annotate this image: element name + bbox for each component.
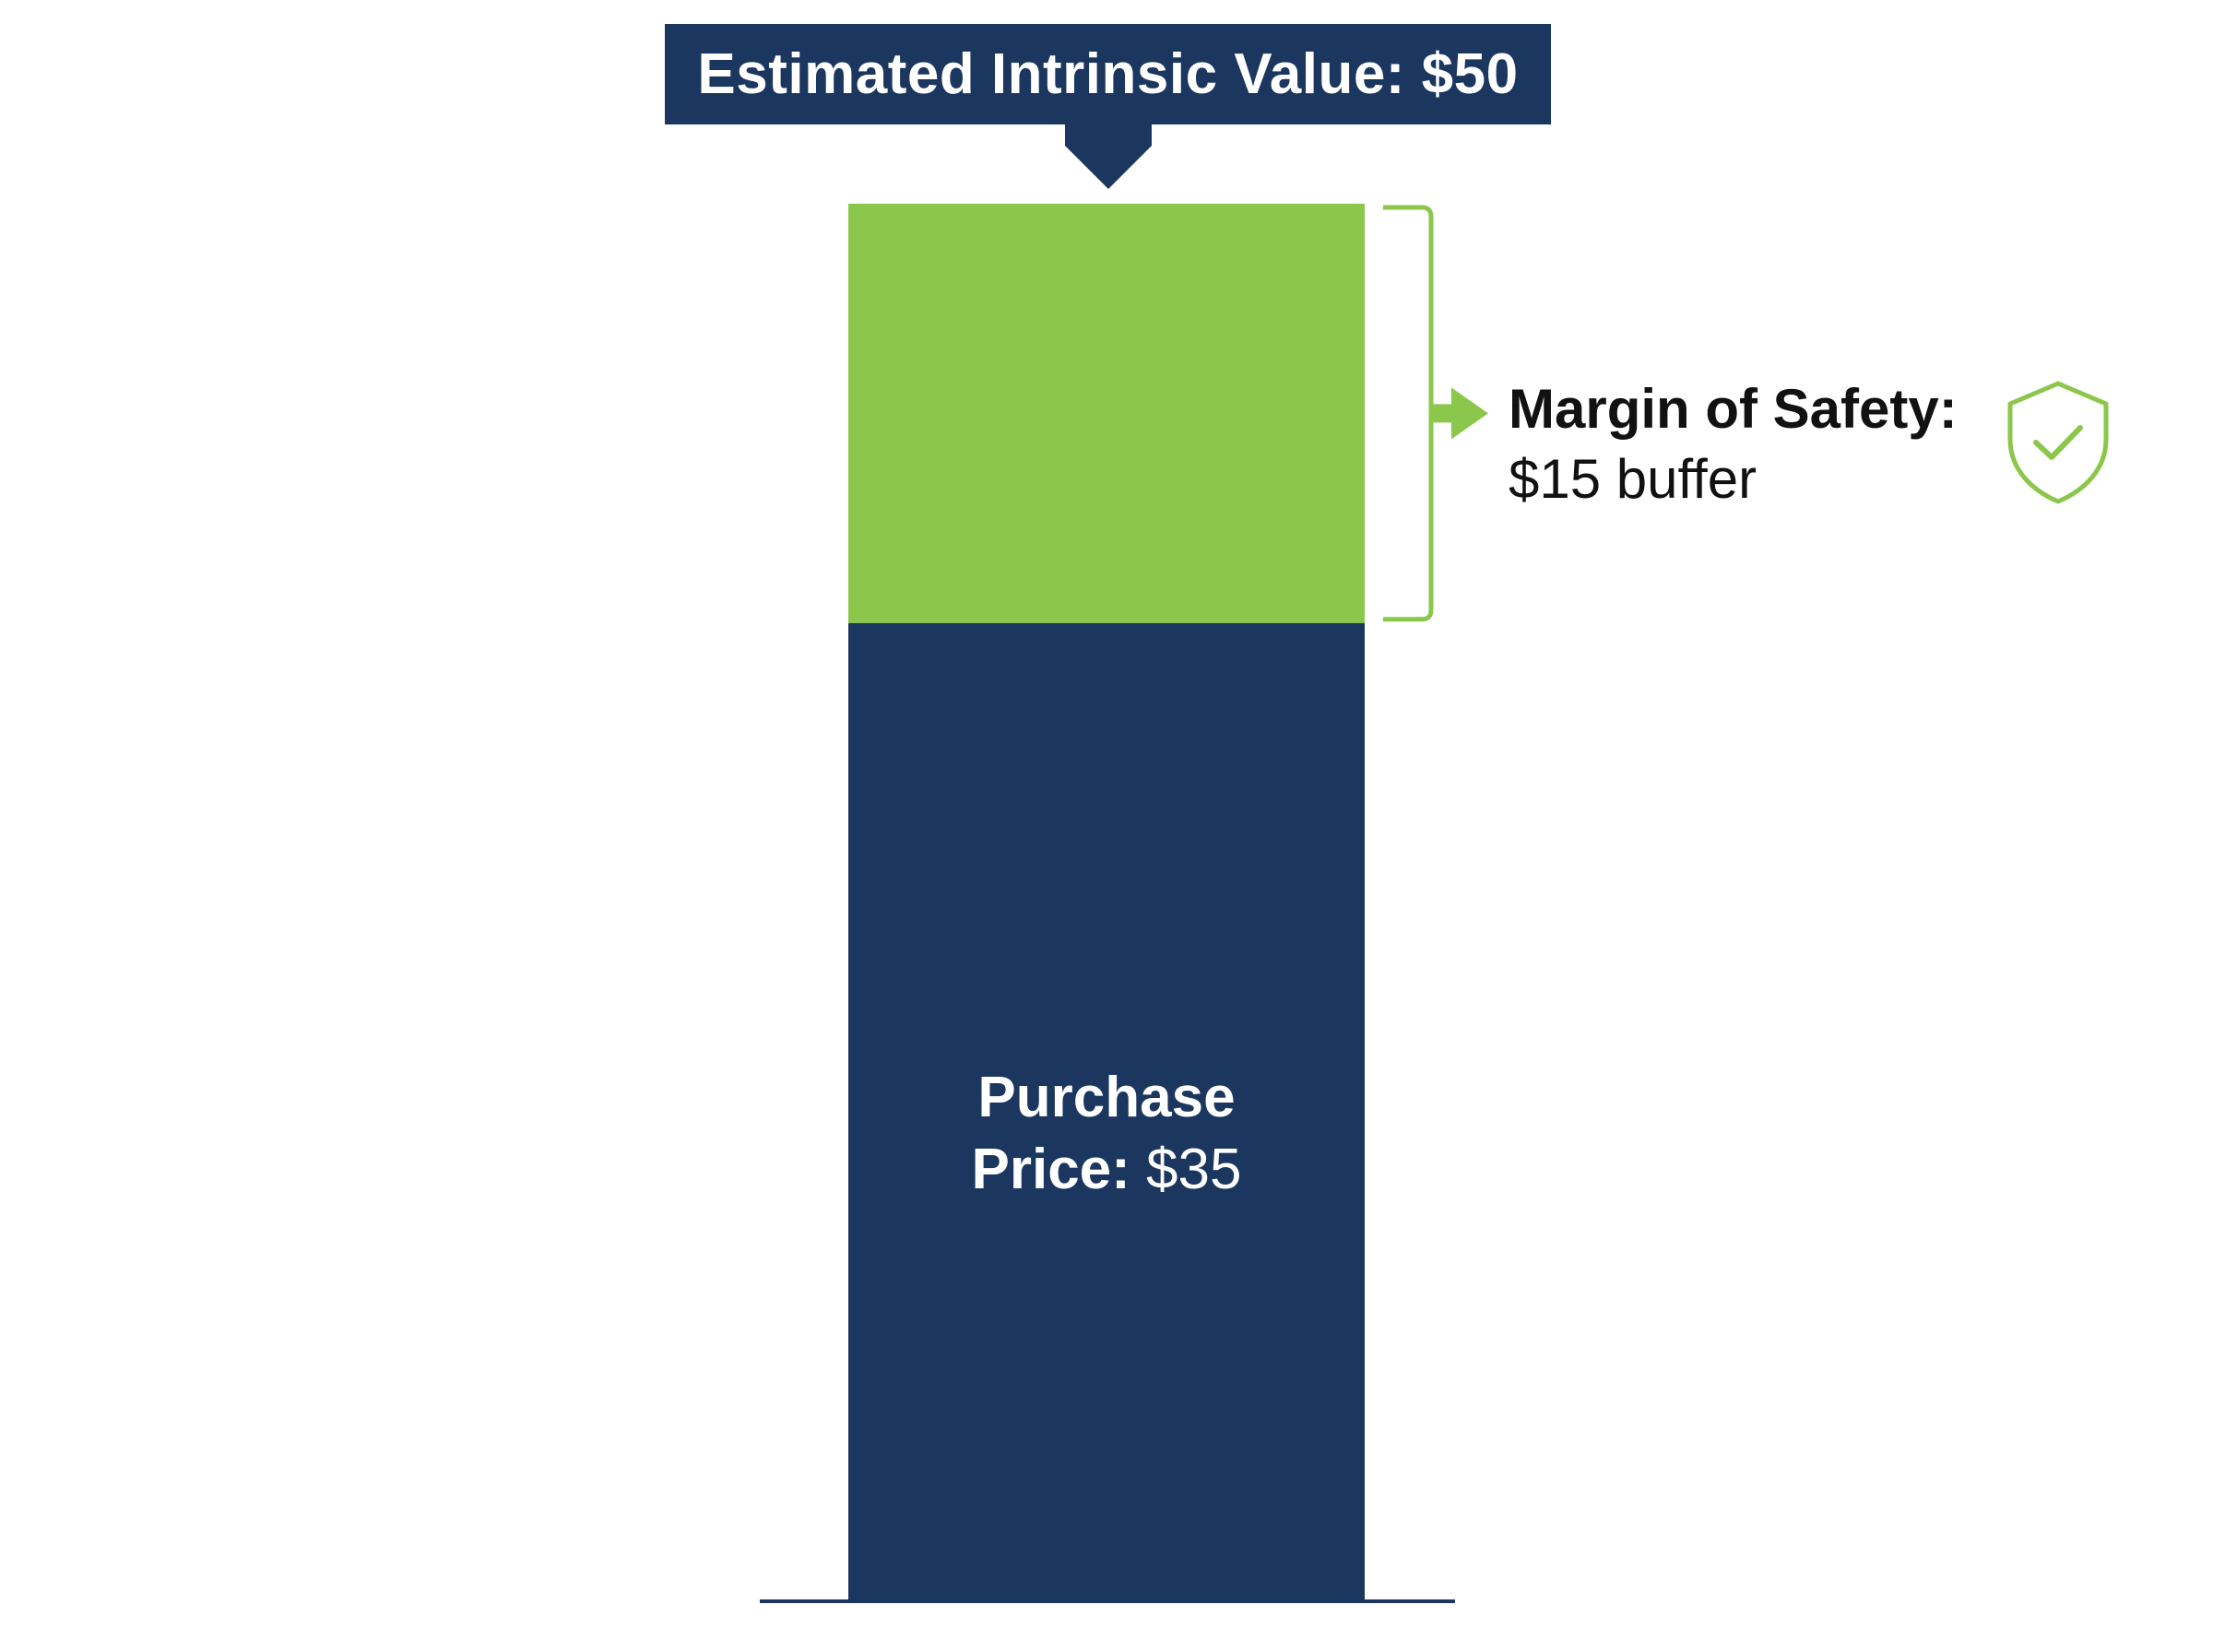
shield-check-icon (2007, 381, 2109, 504)
margin-arrow (1431, 387, 1488, 440)
margin-label-value: $15 buffer (1509, 448, 1757, 510)
margin-bracket (1383, 205, 1434, 622)
bar-segment-margin-of-safety (848, 204, 1365, 623)
price-label-value: $35 (1146, 1138, 1242, 1201)
margin-label-title: Margin of Safety: (1509, 378, 1958, 440)
intrinsic-value-text: Estimated Intrinsic Value: $50 (697, 42, 1519, 106)
bar-segment-purchase-price (848, 622, 1365, 1601)
price-label-prefix: Price: (971, 1138, 1130, 1201)
price-label-line1: Purchase (977, 1066, 1236, 1129)
title-arrow (1065, 124, 1152, 189)
purchase-price-label: Purchase Price: $35 (848, 1062, 1365, 1206)
margin-of-safety-label: Margin of Safety: $15 buffer (1509, 374, 2025, 514)
intrinsic-value-label: Estimated Intrinsic Value: $50 (665, 24, 1551, 124)
